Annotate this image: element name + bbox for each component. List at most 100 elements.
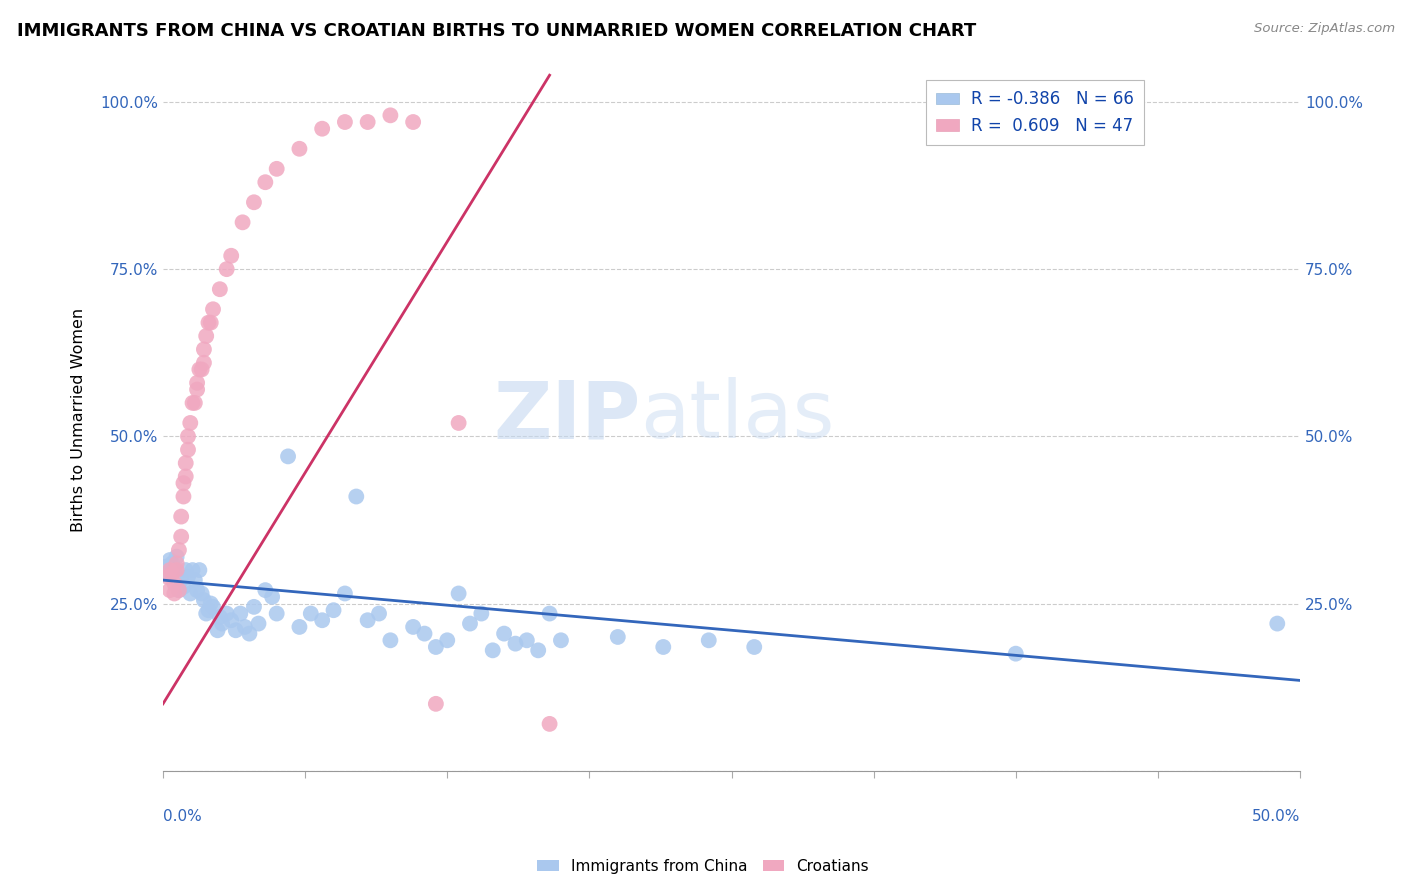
Point [156,566,179,581]
Point [197,603,219,617]
Point [311,613,333,627]
Point [538,607,561,621]
Point [186,583,208,598]
Point [190,586,212,600]
Point [208,610,231,624]
Point [172,476,194,491]
Point [166,557,188,571]
Point [193,593,215,607]
Point [186,383,208,397]
Point [215,262,238,277]
Point [177,442,200,457]
Text: 0.0%: 0.0% [163,809,201,824]
Point [425,697,447,711]
Point [193,356,215,370]
Point [170,573,193,587]
Point [742,640,765,654]
Point [179,586,201,600]
Point [166,563,188,577]
Text: 50.0%: 50.0% [1251,809,1301,824]
Point [181,396,204,410]
Point [167,543,190,558]
Point [233,620,256,634]
Point [190,362,212,376]
Point [447,416,470,430]
Point [225,624,247,638]
Point [436,633,458,648]
Point [215,607,238,621]
Point [322,603,344,617]
Point [159,553,181,567]
Point [344,490,367,504]
Point [247,616,270,631]
Point [527,643,550,657]
Point [197,316,219,330]
Point [262,590,284,604]
Point [652,640,675,654]
Legend: Immigrants from China, Croatians: Immigrants from China, Croatians [531,853,875,880]
Point [232,215,254,229]
Point [184,396,207,410]
Point [447,586,470,600]
Point [195,329,218,343]
Point [177,429,200,443]
Point [288,620,311,634]
Point [177,570,200,584]
Point [413,626,436,640]
Point [380,633,402,648]
Point [356,115,378,129]
Point [505,637,527,651]
Point [288,142,311,156]
Point [516,633,538,648]
Point [207,624,229,638]
Point [299,607,322,621]
Point [163,586,186,600]
Point [159,563,181,577]
Point [167,583,190,598]
Point [266,161,288,176]
Text: Source: ZipAtlas.com: Source: ZipAtlas.com [1254,22,1395,36]
Text: atlas: atlas [641,377,835,455]
Point [481,643,503,657]
Point [311,121,333,136]
Point [254,583,277,598]
Point [156,570,179,584]
Point [1004,647,1026,661]
Point [159,583,181,598]
Point [170,509,193,524]
Point [163,576,186,591]
Point [238,626,260,640]
Point [188,362,211,376]
Point [333,586,356,600]
Point [172,580,194,594]
Point [160,566,183,581]
Legend: R = -0.386   N = 66, R =  0.609   N = 47: R = -0.386 N = 66, R = 0.609 N = 47 [927,80,1144,145]
Point [166,549,188,564]
Point [167,583,190,598]
Point [380,108,402,122]
Point [160,557,183,571]
Point [179,416,201,430]
Text: IMMIGRANTS FROM CHINA VS CROATIAN BIRTHS TO UNMARRIED WOMEN CORRELATION CHART: IMMIGRANTS FROM CHINA VS CROATIAN BIRTHS… [17,22,976,40]
Point [458,616,481,631]
Point [200,316,222,330]
Point [243,195,266,210]
Point [184,573,207,587]
Point [163,563,186,577]
Point [243,599,266,614]
Point [186,376,208,390]
Point [266,607,288,621]
Point [550,633,572,648]
Point [494,626,516,640]
Point [188,563,211,577]
Point [219,613,242,627]
Point [181,563,204,577]
Point [425,640,447,654]
Point [170,530,193,544]
Point [202,599,225,614]
Y-axis label: Births to Unmarried Women: Births to Unmarried Women [72,308,86,532]
Point [402,115,425,129]
Point [697,633,720,648]
Point [193,343,215,357]
Point [538,717,561,731]
